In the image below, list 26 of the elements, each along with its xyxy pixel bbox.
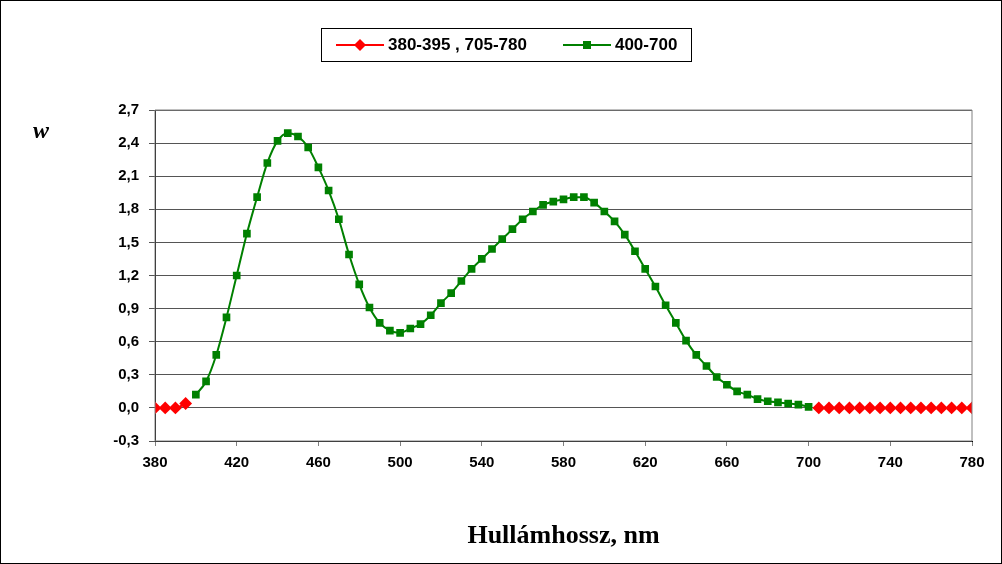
x-tick-label: 420 bbox=[224, 453, 250, 471]
x-tick-label: 580 bbox=[550, 453, 577, 471]
x-tick-label: 620 bbox=[632, 453, 658, 471]
legend-label: 400-700 bbox=[614, 35, 678, 55]
x-axis-title: Hullámhossz, nm bbox=[467, 520, 660, 550]
x-tick-label: 660 bbox=[714, 453, 740, 471]
y-tick-label: 2,1 bbox=[118, 166, 139, 184]
y-tick-label: 0,0 bbox=[118, 398, 139, 416]
x-tick-label: 460 bbox=[305, 453, 331, 471]
y-tick-label: 2,4 bbox=[118, 133, 140, 151]
y-axis-title: w bbox=[33, 117, 50, 144]
x-tick-label: 700 bbox=[796, 453, 822, 471]
x-tick-label: 780 bbox=[959, 453, 985, 471]
y-tick-label: 1,5 bbox=[118, 232, 139, 250]
y-tick-label: 2,7 bbox=[118, 100, 139, 118]
y-tick-label: 1,2 bbox=[118, 265, 139, 283]
x-tick-label: 380 bbox=[142, 453, 168, 471]
legend-label: 380-395 , 705-780 bbox=[388, 35, 527, 55]
y-tick-label: 0,9 bbox=[118, 298, 139, 316]
y-tick-label: 0,3 bbox=[118, 364, 139, 382]
x-tick-label: 740 bbox=[877, 453, 903, 471]
y-tick-label: -0,3 bbox=[113, 431, 139, 449]
x-tick-label: 500 bbox=[387, 453, 413, 471]
y-tick-label: 1,8 bbox=[118, 199, 139, 217]
x-tick-label: 540 bbox=[469, 453, 495, 471]
y-tick-label: 0,6 bbox=[118, 331, 139, 349]
